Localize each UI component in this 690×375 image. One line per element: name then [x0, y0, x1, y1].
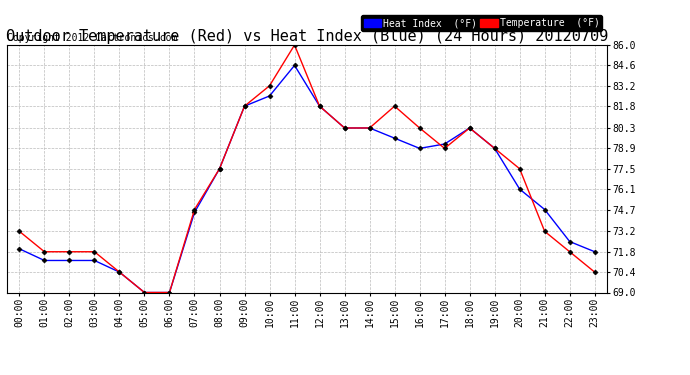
Text: Copyright 2012 Cartronics.com: Copyright 2012 Cartronics.com	[7, 33, 177, 42]
Title: Outdoor Temperature (Red) vs Heat Index (Blue) (24 Hours) 20120709: Outdoor Temperature (Red) vs Heat Index …	[6, 29, 608, 44]
Legend: Heat Index  (°F), Temperature  (°F): Heat Index (°F), Temperature (°F)	[361, 15, 602, 31]
